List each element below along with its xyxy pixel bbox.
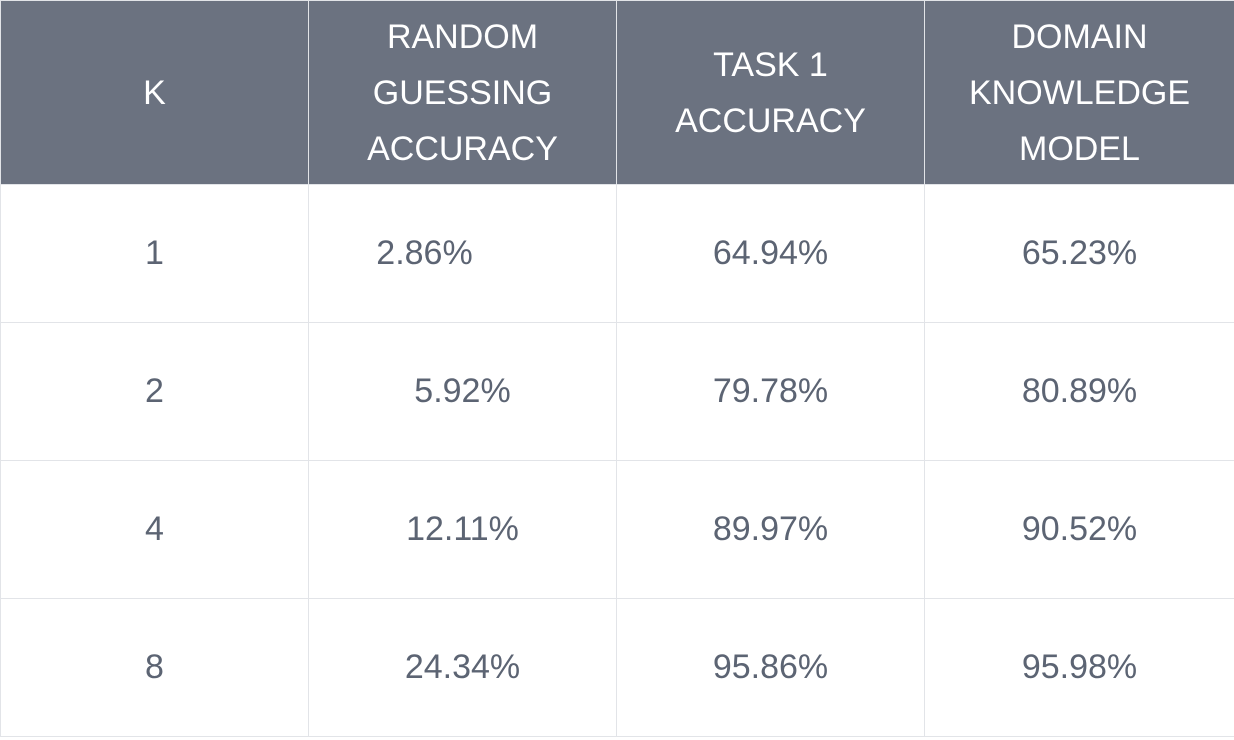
cell-random-guessing-accuracy: 12.11% bbox=[308, 460, 617, 599]
header-k: K bbox=[0, 0, 309, 185]
cell-random-guessing-accuracy: 5.92% bbox=[308, 322, 617, 461]
table-header: K RANDOM GUESSING ACCURACY TASK 1 ACCURA… bbox=[0, 0, 1234, 185]
table-body: 1 2.86% 64.94% 65.23% 2 5.92% 79.78% 80.… bbox=[0, 184, 1234, 737]
cell-domain-knowledge-model: 90.52% bbox=[924, 460, 1234, 599]
header-task1-accuracy: TASK 1 ACCURACY bbox=[616, 0, 925, 185]
cell-random-guessing-accuracy: 2.86% bbox=[308, 184, 617, 323]
cell-task1-accuracy: 89.97% bbox=[616, 460, 925, 599]
header-row: K RANDOM GUESSING ACCURACY TASK 1 ACCURA… bbox=[0, 0, 1234, 185]
cell-random-guessing-accuracy: 24.34% bbox=[308, 598, 617, 737]
table-row: 1 2.86% 64.94% 65.23% bbox=[0, 184, 1234, 323]
cell-domain-knowledge-model: 65.23% bbox=[924, 184, 1234, 323]
table-row: 8 24.34% 95.86% 95.98% bbox=[0, 598, 1234, 737]
header-random-guessing-accuracy: RANDOM GUESSING ACCURACY bbox=[308, 0, 617, 185]
cell-domain-knowledge-model: 95.98% bbox=[924, 598, 1234, 737]
table-row: 2 5.92% 79.78% 80.89% bbox=[0, 322, 1234, 461]
table-row: 4 12.11% 89.97% 90.52% bbox=[0, 460, 1234, 599]
cell-task1-accuracy: 79.78% bbox=[616, 322, 925, 461]
header-domain-knowledge-model: DOMAIN KNOWLEDGE MODEL bbox=[924, 0, 1234, 185]
cell-k: 8 bbox=[0, 598, 309, 737]
cell-domain-knowledge-model: 80.89% bbox=[924, 322, 1234, 461]
cell-task1-accuracy: 95.86% bbox=[616, 598, 925, 737]
cell-k: 4 bbox=[0, 460, 309, 599]
cell-k: 2 bbox=[0, 322, 309, 461]
cell-task1-accuracy: 64.94% bbox=[616, 184, 925, 323]
cell-k: 1 bbox=[0, 184, 309, 323]
